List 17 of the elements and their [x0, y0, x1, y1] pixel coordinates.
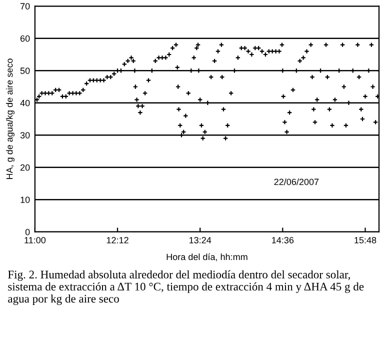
x-tick-label: 12:12	[106, 236, 128, 244]
x-axis-title: Hora del día, hh:mm	[166, 253, 248, 262]
x-tick-label: 11:00	[24, 236, 46, 244]
y-tick-label: 60	[20, 35, 30, 42]
y-tick-label: 20	[20, 164, 30, 171]
y-axis-title: HA, g de agua/kg de aire seco	[6, 58, 14, 179]
y-tick-label: 30	[20, 132, 30, 138]
x-tick-label: 14:36	[272, 236, 294, 244]
caption: Fig. 2. Humedad absoluta alrededor del mediodía dentro del secador solar, sistema de extracción a ΔT 10 °C, tiempo de extracción 4 min y ΔHA 45 g de agua por kg de aire seco	[8, 270, 364, 305]
y-tick-label: 10	[20, 196, 30, 203]
x-tick-label: 15:48	[354, 236, 376, 244]
annotation: 22/06/2007	[274, 178, 319, 186]
x-tick-label: 13:24	[189, 236, 212, 244]
y-tick-label: 70	[20, 3, 30, 10]
y-tick-label: 0	[25, 228, 30, 236]
y-tick-label: 40	[20, 100, 30, 106]
y-tick-label: 50	[20, 68, 30, 74]
